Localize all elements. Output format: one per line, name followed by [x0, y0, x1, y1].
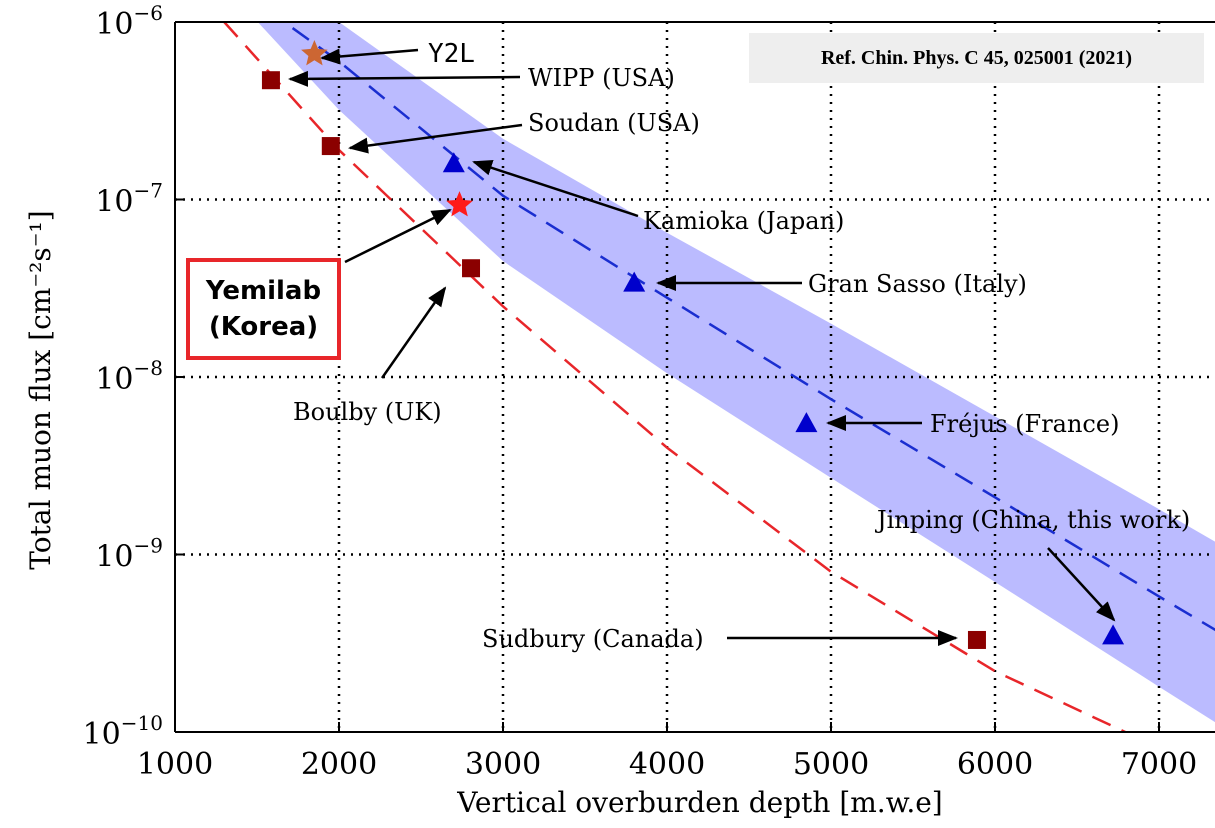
- y-tick-label: 10−10: [83, 711, 163, 752]
- yemilab-box: Yemilab (Korea): [186, 258, 341, 360]
- sudbury-canada-marker: [967, 630, 986, 649]
- y-tick-label: 10−9: [95, 534, 163, 575]
- gran-sasso-italy-marker: [623, 271, 646, 292]
- jinping-china-this-work-marker: [1102, 624, 1125, 645]
- x-axis-title: Vertical overburden depth [m.w.e]: [456, 786, 942, 819]
- y-tick-label: 10−8: [95, 356, 163, 397]
- yemilab-country: (Korea): [208, 312, 319, 342]
- y-axis-title: Total muon flux [cm⁻²s⁻¹]: [24, 210, 57, 569]
- y2l-label: Y2L: [428, 39, 475, 69]
- x-tick-label: 5000: [793, 747, 869, 782]
- x-tick-label: 3000: [465, 747, 541, 782]
- frejus-label: Fréjus (France): [930, 410, 1119, 438]
- x-tick-label: 6000: [957, 747, 1033, 782]
- x-tick-label: 7000: [1121, 747, 1197, 782]
- kamioka-label: Kamioka (Japan): [643, 207, 844, 235]
- y-l-marker: [301, 40, 328, 66]
- yemilab-marker: [446, 191, 473, 217]
- reference-box: [749, 33, 1204, 83]
- boulby-arrow: [380, 286, 447, 379]
- x-tick-label: 4000: [629, 747, 705, 782]
- yemilab-arrow: [344, 208, 452, 264]
- x-tick-label: 2000: [301, 747, 377, 782]
- wipp-usa-marker: [261, 71, 280, 90]
- reference-text: Ref. Chin. Phys. C 45, 025001 (2021): [820, 47, 1133, 69]
- x-tick-label: 1000: [137, 747, 213, 782]
- jinping-label: Jinping (China, this work): [874, 506, 1190, 534]
- y-tick-label: 10−6: [95, 1, 163, 42]
- soudan-usa-marker: [321, 137, 340, 156]
- fr-jus-france-marker: [795, 412, 818, 433]
- y-tick-label: 10−7: [95, 179, 163, 220]
- wipp-arrow: [288, 70, 521, 87]
- soudan-label: Soudan (USA): [528, 109, 700, 137]
- kamioka-japan-marker: [442, 152, 465, 173]
- y2l-arrow: [320, 48, 419, 65]
- jinping-arrow: [1047, 547, 1116, 622]
- soudan-arrow: [348, 123, 523, 154]
- gran-sasso-label: Gran Sasso (Italy): [808, 270, 1027, 298]
- wipp-label: WIPP (USA): [528, 64, 675, 92]
- sudbury-label: Sudbury (Canada): [482, 625, 704, 653]
- boulby-uk-marker: [462, 259, 481, 278]
- uncertainty-band: [257, 22, 1215, 723]
- boulby-label: Boulby (UK): [293, 398, 442, 426]
- blue-fit-line: [281, 22, 1215, 632]
- yemilab-name: Yemilab: [205, 276, 322, 306]
- kamioka-arrow: [472, 160, 639, 218]
